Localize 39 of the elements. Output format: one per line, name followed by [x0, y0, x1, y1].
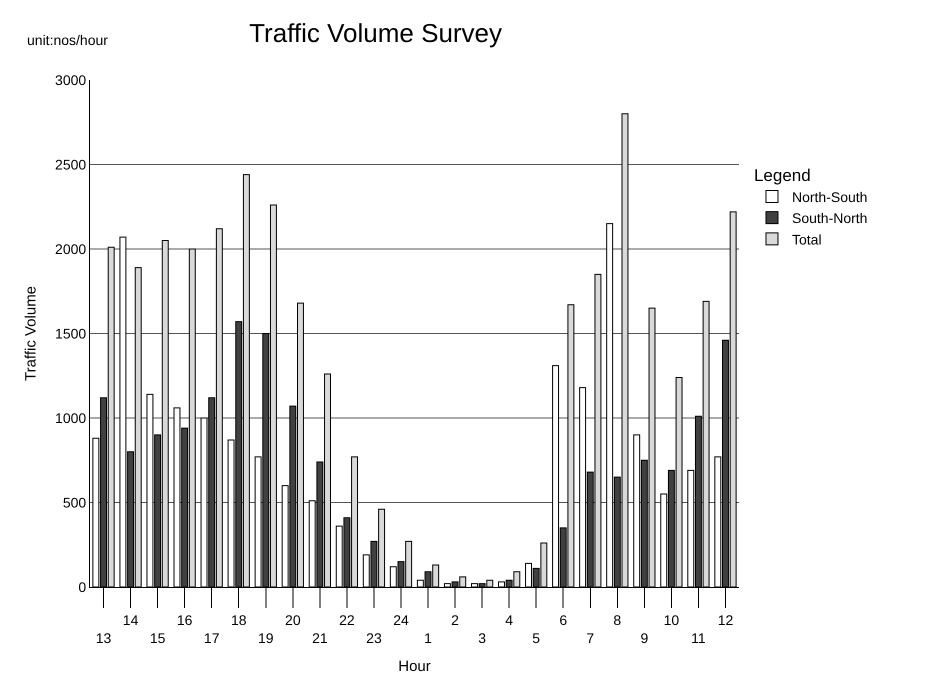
y-tick-label: 2500: [55, 156, 86, 172]
x-tick-label: 23: [366, 630, 382, 646]
y-tick-label: 2000: [55, 240, 86, 257]
x-tick-label: 18: [230, 612, 247, 628]
x-tick-label: 8: [613, 612, 622, 628]
y-axis-title: Traffic Volume: [22, 286, 40, 382]
x-tick-label: 10: [664, 612, 680, 628]
x-tick-label: 17: [204, 630, 220, 646]
x-tick-label: 15: [150, 630, 166, 646]
x-tick-label: 21: [312, 630, 328, 646]
y-tick-label: 1000: [55, 410, 86, 426]
x-tick-label: 1: [424, 630, 432, 646]
legend-label: Total: [792, 231, 822, 248]
x-tick-label: 2: [451, 612, 460, 628]
x-tick-label: 13: [96, 630, 112, 646]
chart-title: Traffic Volume Survey: [249, 18, 502, 48]
x-tick-label: 11: [691, 630, 706, 646]
x-tick-label: 3: [478, 630, 486, 646]
x-tick-label: 16: [176, 612, 193, 628]
x-tick-label: 7: [586, 630, 594, 646]
x-tick-label: 4: [505, 612, 514, 628]
x-tick-label: 9: [640, 630, 648, 646]
x-tick-label: 14: [122, 612, 139, 628]
x-tick-label: 6: [559, 612, 568, 628]
x-tick-label: 5: [532, 630, 540, 646]
x-tick-label: 12: [718, 612, 734, 628]
legend-title: Legend: [754, 166, 811, 185]
y-tick-label: 500: [62, 494, 86, 510]
y-tick-label: 0: [78, 578, 86, 595]
text: unit:nos/hour: [27, 32, 108, 48]
y-tick-label: 1500: [55, 325, 86, 342]
x-tick-label: 20: [285, 612, 301, 628]
x-tick-label: 24: [393, 612, 409, 628]
legend-label: North-South: [792, 188, 868, 205]
legend-label: South-North: [792, 210, 868, 226]
x-tick-label: 22: [339, 612, 355, 628]
x-tick-label: 19: [258, 630, 274, 646]
y-tick-label: 3000: [55, 72, 86, 88]
x-axis-title: Hour: [398, 658, 431, 675]
